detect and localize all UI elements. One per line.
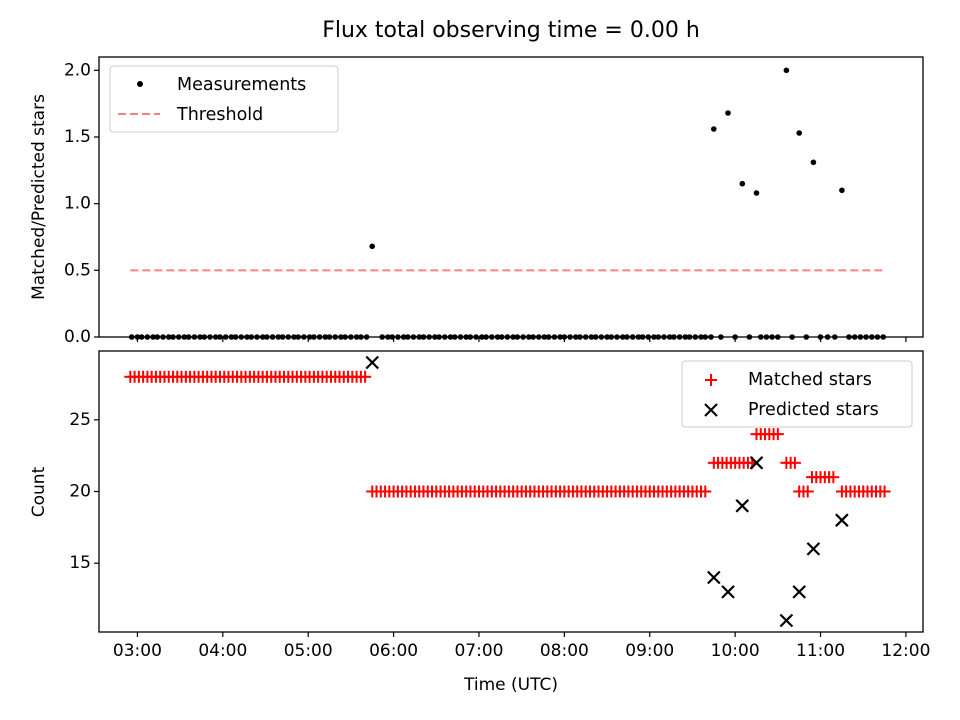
matched-star-points bbox=[124, 370, 891, 498]
x-tick-label: 06:00 bbox=[369, 641, 418, 661]
measurement-point bbox=[753, 190, 760, 196]
matched-star-point bbox=[827, 471, 840, 484]
legend-threshold-label: Threshold bbox=[176, 105, 263, 125]
bottom-x-axis: 03:00 04:00 05:00 06:00 07:00 08:00 09:00 10:00… bbox=[113, 632, 930, 661]
matched-star-point bbox=[788, 456, 801, 469]
chart-title: Flux total observing time = 0.00 h bbox=[322, 18, 700, 43]
predicted-star-point bbox=[806, 542, 821, 556]
matched-star-point bbox=[771, 428, 784, 441]
top-legend: Measurements Threshold bbox=[109, 65, 339, 133]
top-x-ticks bbox=[136, 337, 907, 342]
predicted-star-point bbox=[735, 499, 750, 513]
predicted-star-point bbox=[749, 456, 764, 470]
x-tick-label: 11:00 bbox=[796, 641, 845, 661]
top-y-axis-label: Matched/Predicted stars bbox=[29, 94, 49, 300]
predicted-star-points bbox=[365, 355, 849, 628]
x-tick-label: 09:00 bbox=[625, 641, 674, 661]
x-tick-label: 05:00 bbox=[284, 641, 333, 661]
matched-star-point bbox=[878, 485, 891, 498]
legend-predicted-label: Predicted stars bbox=[748, 400, 879, 420]
measurement-point bbox=[739, 180, 746, 187]
legend-matched-marker bbox=[705, 374, 717, 386]
x-tick-label: 04:00 bbox=[198, 641, 247, 661]
predicted-star-point bbox=[835, 513, 849, 527]
bottom-legend: Matched stars Predicted stars bbox=[681, 360, 913, 428]
legend-measurements-label: Measurements bbox=[177, 75, 306, 95]
x-tick-label: 12:00 bbox=[881, 641, 930, 661]
bottom-legend-box bbox=[681, 360, 913, 428]
bottom-y-tick-label: 20 bbox=[69, 482, 91, 502]
measurement-point bbox=[711, 126, 717, 132]
matched-star-point bbox=[699, 485, 712, 498]
predicted-star-point bbox=[721, 585, 735, 599]
top-y-tick-label: 0.5 bbox=[64, 260, 91, 280]
x-tick-label: 10:00 bbox=[711, 641, 760, 661]
bottom-y-axis: 15 20 25 bbox=[69, 410, 99, 573]
matched-star-point bbox=[359, 370, 372, 383]
x-axis-label: Time (UTC) bbox=[463, 675, 558, 695]
measurement-point bbox=[796, 130, 802, 136]
x-tick-label: 03:00 bbox=[113, 641, 162, 661]
measurement-point bbox=[369, 243, 376, 250]
measurement-point bbox=[839, 187, 845, 194]
legend-measurements-marker bbox=[137, 81, 143, 87]
bottom-y-tick-label: 15 bbox=[69, 553, 91, 573]
bottom-y-tick-label: 25 bbox=[69, 410, 91, 430]
top-legend-box bbox=[109, 65, 339, 133]
top-panel: 0.00.51.01.52.0 Matched/Predicted stars … bbox=[29, 56, 924, 347]
predicted-star-point bbox=[792, 585, 806, 599]
predicted-star-point bbox=[365, 355, 380, 370]
bottom-panel: 15 20 25 03:00 04:00 05:00 06:00 07:00 08:00 09:… bbox=[29, 350, 930, 695]
measurement-point bbox=[783, 67, 790, 74]
matched-star-point bbox=[801, 485, 814, 498]
legend-matched-label: Matched stars bbox=[748, 370, 872, 390]
x-tick-label: 08:00 bbox=[540, 641, 589, 661]
top-y-tick-label: 0.0 bbox=[64, 327, 91, 347]
top-y-axis: 0.0 0.5 1.0 1.5 2.0 bbox=[64, 60, 99, 347]
predicted-star-point bbox=[707, 570, 721, 585]
legend-predicted-marker bbox=[704, 403, 718, 417]
top-y-tick-label: 1.5 bbox=[64, 127, 91, 147]
top-y-tick-label: 1.0 bbox=[64, 194, 91, 214]
top-y-tick-label: 2.0 bbox=[64, 60, 91, 80]
measurement-point bbox=[725, 110, 731, 116]
measurement-point bbox=[810, 159, 817, 166]
predicted-star-point bbox=[779, 613, 794, 628]
x-tick-label: 07:00 bbox=[454, 641, 503, 661]
bottom-y-axis-label: Count bbox=[29, 466, 49, 517]
top-plot-frame bbox=[98, 56, 924, 338]
